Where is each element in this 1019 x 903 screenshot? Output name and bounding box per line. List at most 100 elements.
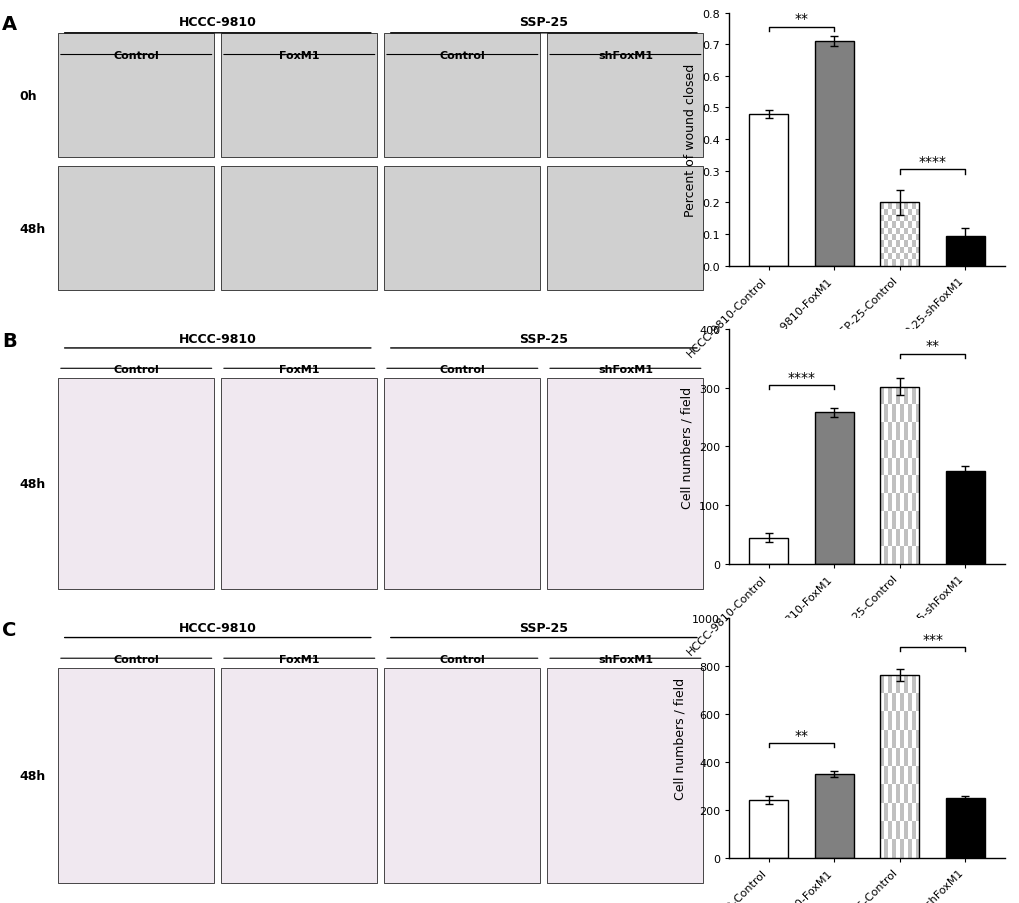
Bar — [899, 511, 903, 529]
Bar — [879, 476, 883, 493]
Bar — [907, 840, 911, 858]
Bar — [911, 222, 915, 228]
Text: ***: *** — [921, 632, 943, 646]
Bar — [899, 458, 903, 476]
Bar — [891, 785, 895, 803]
Bar — [903, 254, 907, 260]
Bar — [895, 228, 899, 235]
Bar — [907, 216, 911, 222]
Bar — [903, 222, 907, 228]
Bar — [911, 748, 915, 767]
Bar — [879, 222, 883, 228]
Bar — [903, 785, 907, 803]
Bar — [879, 712, 883, 730]
Bar — [895, 241, 899, 247]
Bar — [903, 476, 907, 493]
Bar — [911, 712, 915, 730]
Bar — [907, 235, 911, 241]
Bar — [888, 254, 891, 260]
Bar — [911, 675, 915, 694]
Bar — [945, 237, 984, 266]
Text: **: ** — [924, 339, 938, 353]
Bar — [915, 476, 918, 493]
Bar — [891, 241, 895, 247]
Bar — [879, 821, 883, 840]
Bar — [888, 767, 891, 785]
Bar — [915, 241, 918, 247]
Bar — [883, 458, 888, 476]
Bar — [888, 748, 891, 767]
Text: SSP-25: SSP-25 — [519, 16, 568, 30]
Bar — [915, 840, 918, 858]
Bar — [891, 222, 895, 228]
Text: HCCC-9810: HCCC-9810 — [178, 621, 257, 634]
Bar — [888, 247, 891, 254]
Bar — [888, 405, 891, 423]
Bar — [899, 441, 903, 458]
Bar — [891, 458, 895, 476]
Bar — [907, 458, 911, 476]
Bar — [879, 458, 883, 476]
Bar — [903, 209, 907, 216]
Bar — [888, 260, 891, 266]
Bar — [891, 228, 895, 235]
Bar — [883, 748, 888, 767]
Bar — [888, 546, 891, 564]
Bar — [891, 387, 895, 405]
Bar — [915, 423, 918, 441]
Bar — [895, 493, 899, 511]
Bar — [879, 247, 883, 254]
Bar — [547, 33, 703, 158]
Y-axis label: Cell numbers / field: Cell numbers / field — [674, 677, 686, 799]
Bar — [879, 529, 883, 546]
Bar — [888, 821, 891, 840]
Bar — [911, 423, 915, 441]
Bar — [895, 216, 899, 222]
Bar — [814, 42, 853, 266]
Bar — [899, 247, 903, 254]
Bar — [547, 167, 703, 291]
Bar — [879, 493, 883, 511]
Bar — [907, 247, 911, 254]
Bar — [895, 767, 899, 785]
Bar — [899, 387, 903, 405]
Bar — [895, 254, 899, 260]
Bar — [915, 247, 918, 254]
Bar — [907, 529, 911, 546]
Text: HCCC-9810: HCCC-9810 — [178, 332, 257, 345]
Bar — [888, 694, 891, 712]
Text: Control: Control — [439, 655, 485, 665]
Bar — [911, 228, 915, 235]
Bar — [907, 694, 911, 712]
Bar — [879, 235, 883, 241]
Bar — [888, 730, 891, 748]
Bar — [911, 511, 915, 529]
Bar — [888, 216, 891, 222]
Text: SSP-25: SSP-25 — [519, 332, 568, 345]
Text: B: B — [2, 331, 16, 350]
Bar — [879, 228, 883, 235]
Bar — [907, 730, 911, 748]
Text: 48h: 48h — [19, 478, 46, 490]
Text: A: A — [2, 15, 17, 34]
Bar — [879, 767, 883, 785]
Bar — [899, 209, 903, 216]
Bar — [903, 228, 907, 235]
Bar — [899, 222, 903, 228]
Bar — [907, 748, 911, 767]
Bar — [899, 254, 903, 260]
Bar — [903, 387, 907, 405]
Bar — [945, 798, 984, 858]
Bar — [911, 821, 915, 840]
Bar — [888, 203, 891, 209]
Bar — [384, 668, 540, 883]
Y-axis label: Percent of wound closed: Percent of wound closed — [684, 63, 696, 217]
Bar — [879, 675, 883, 694]
Bar — [879, 203, 918, 266]
Bar — [891, 235, 895, 241]
Bar — [879, 216, 883, 222]
Bar — [879, 730, 883, 748]
Bar — [915, 694, 918, 712]
Bar — [888, 675, 891, 694]
Bar — [911, 235, 915, 241]
